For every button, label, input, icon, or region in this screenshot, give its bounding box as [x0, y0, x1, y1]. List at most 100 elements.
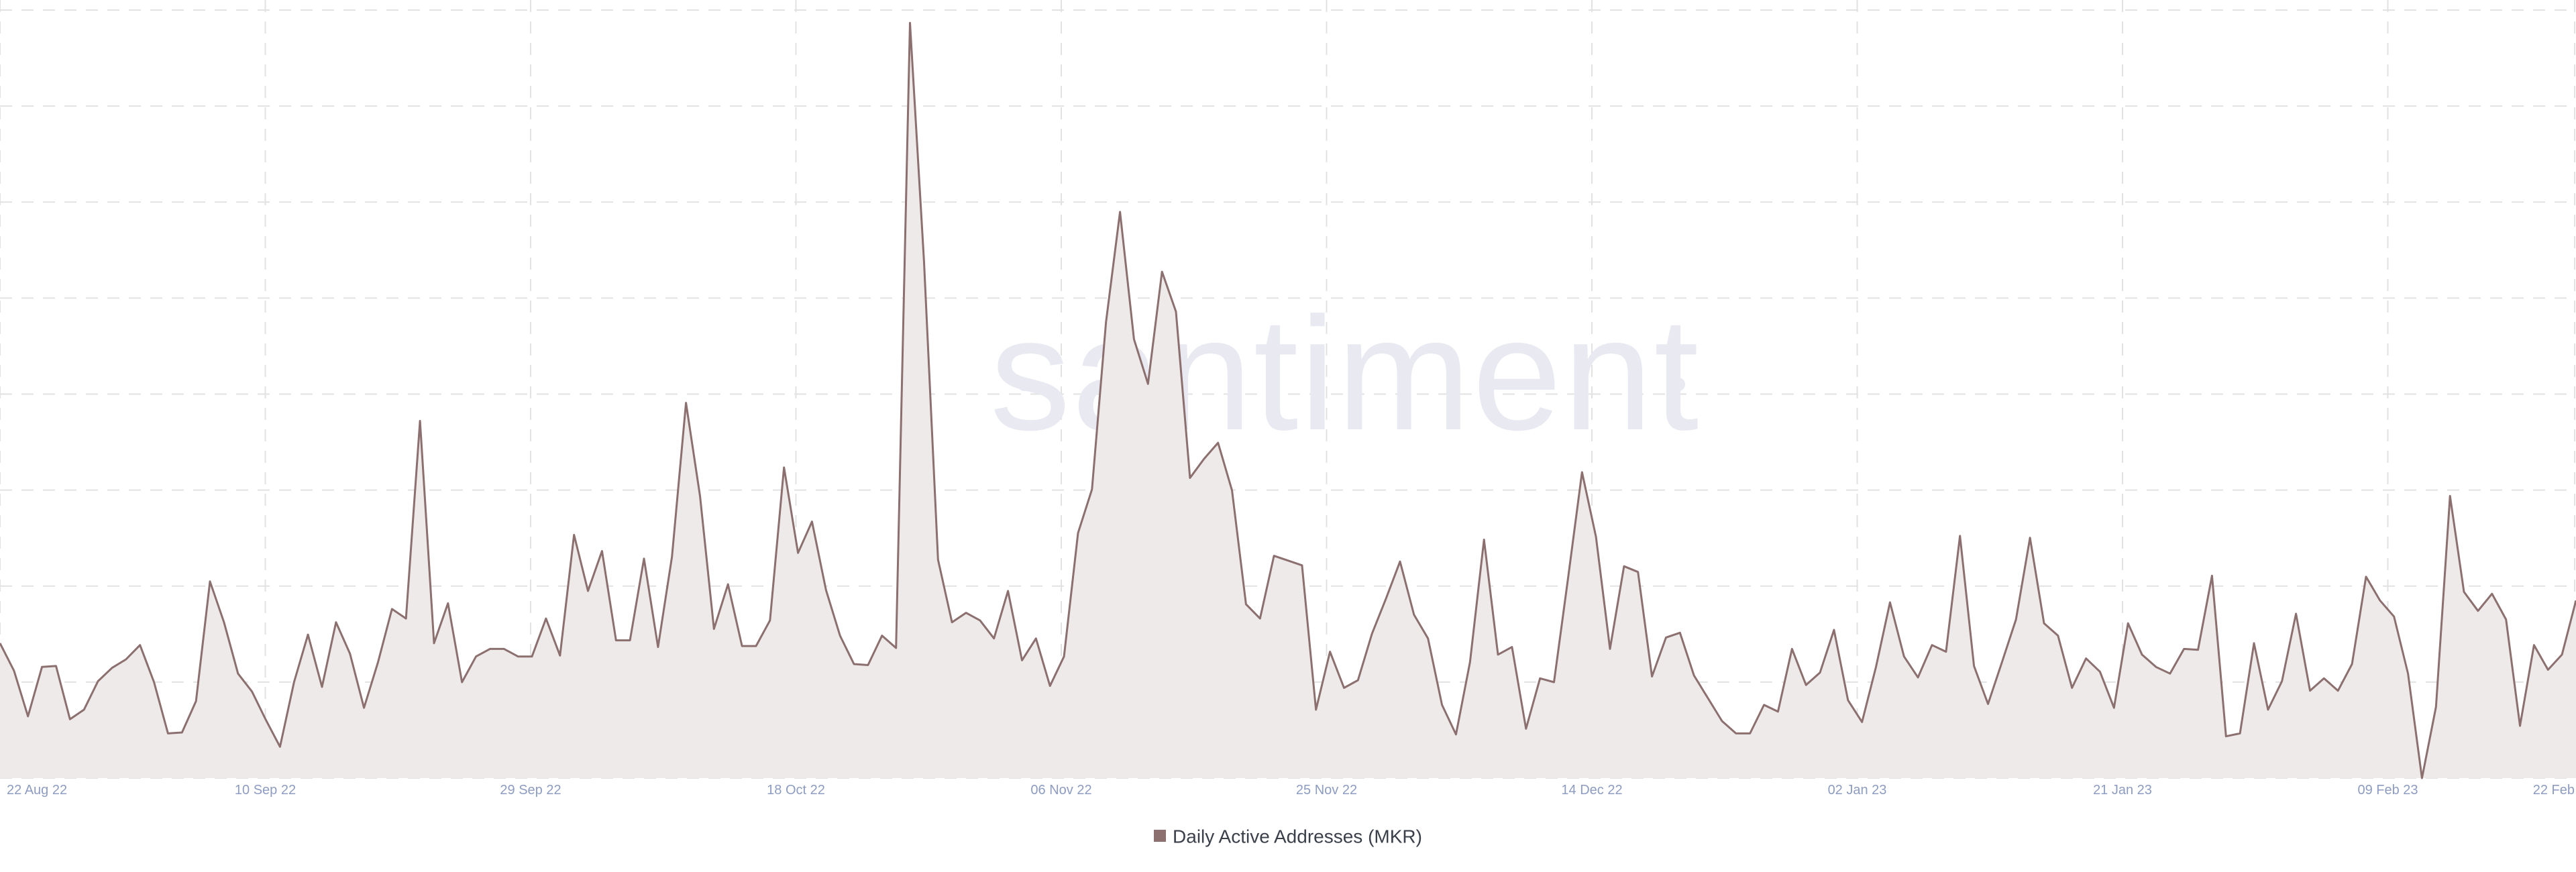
data-point	[1312, 706, 1320, 714]
data-point	[696, 492, 704, 500]
data-point	[2320, 674, 2328, 682]
x-tick-label: 22 Feb	[2533, 783, 2575, 798]
data-point	[1956, 532, 1964, 540]
data-point	[766, 616, 774, 624]
data-point	[808, 518, 816, 526]
data-point	[1354, 676, 1362, 684]
data-point	[1088, 486, 1096, 494]
data-point	[1928, 641, 1936, 649]
data-point	[206, 578, 214, 586]
data-point	[738, 642, 746, 650]
data-point	[836, 632, 844, 640]
data-point	[2040, 619, 2048, 627]
data-point	[1396, 557, 1404, 565]
data-point	[1676, 629, 1684, 637]
data-point	[2166, 669, 2174, 677]
data-point	[1438, 701, 1446, 709]
data-point	[1578, 468, 1586, 476]
x-tick-label: 21 Jan 23	[2093, 783, 2152, 798]
data-point	[1858, 718, 1866, 726]
data-point	[864, 661, 872, 669]
x-tick-label: 02 Jan 23	[1828, 783, 1887, 798]
data-point	[878, 632, 886, 640]
data-point	[2194, 646, 2202, 654]
data-point	[682, 399, 690, 407]
data-point	[2180, 645, 2188, 653]
data-point	[1844, 696, 1852, 704]
data-point	[1634, 568, 1642, 576]
data-point	[794, 549, 802, 557]
data-point	[2138, 651, 2146, 659]
data-point	[1900, 653, 1908, 661]
data-point	[1872, 663, 1880, 671]
data-point	[178, 728, 186, 737]
data-point	[1284, 557, 1292, 565]
data-point	[192, 697, 200, 705]
data-point	[1620, 562, 1628, 570]
data-point	[66, 715, 74, 723]
data-point	[150, 678, 158, 686]
grid	[0, 0, 2576, 779]
data-point	[2362, 573, 2370, 581]
data-point	[1158, 268, 1166, 276]
data-point	[1060, 653, 1068, 661]
data-point	[24, 712, 32, 720]
data-point	[780, 464, 788, 472]
data-point	[2054, 632, 2062, 640]
series-line	[0, 21, 2576, 779]
data-point	[850, 660, 858, 668]
data-point	[1382, 594, 1390, 602]
data-point	[626, 637, 634, 645]
data-point	[1522, 724, 1530, 732]
data-point	[654, 643, 662, 651]
data-point	[1970, 662, 1978, 670]
data-point	[2068, 684, 2076, 692]
data-point	[2502, 616, 2510, 624]
data-point	[1200, 455, 1208, 463]
data-point	[388, 605, 396, 613]
data-point	[962, 609, 970, 617]
data-point	[542, 614, 550, 622]
data-point	[1326, 648, 1334, 656]
data-point	[948, 618, 956, 626]
data-point	[1648, 673, 1656, 681]
data-point	[1494, 651, 1502, 659]
data-point	[528, 653, 536, 661]
data-point	[2278, 677, 2286, 686]
data-point	[570, 531, 578, 539]
data-point	[234, 669, 242, 677]
data-point	[1662, 633, 1670, 641]
data-point	[2460, 588, 2468, 596]
data-point	[710, 625, 718, 633]
data-point	[1130, 335, 1138, 343]
data-point	[1186, 474, 1194, 482]
data-point	[976, 616, 984, 624]
data-point	[2544, 666, 2552, 674]
data-point	[1690, 671, 1698, 679]
series-area	[0, 23, 2576, 779]
data-point	[52, 662, 60, 670]
legend-swatch	[1154, 829, 1167, 842]
data-point	[1886, 598, 1894, 606]
data-point	[80, 706, 88, 714]
data-point	[1830, 626, 1838, 634]
data-point	[1536, 674, 1544, 682]
data-point	[2012, 616, 2020, 624]
data-point	[1704, 694, 1712, 702]
data-point	[1172, 308, 1180, 316]
data-point	[724, 580, 732, 588]
data-point	[1732, 729, 1740, 737]
data-point	[402, 614, 410, 622]
data-point	[248, 688, 256, 696]
data-point	[1368, 630, 1376, 638]
data-point	[1914, 673, 1922, 682]
data-point	[108, 664, 116, 672]
data-point	[332, 618, 340, 626]
data-point	[1760, 701, 1768, 709]
data-point	[2236, 729, 2244, 737]
data-point	[1102, 318, 1110, 326]
data-point	[2348, 660, 2356, 668]
data-point	[2572, 596, 2576, 604]
legend[interactable]: Daily Active Addresses (MKR)	[0, 825, 2576, 848]
